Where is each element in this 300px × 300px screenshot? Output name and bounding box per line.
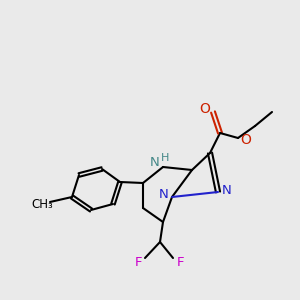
Text: N: N xyxy=(222,184,232,196)
Text: O: O xyxy=(200,102,210,116)
Text: O: O xyxy=(241,133,251,147)
Text: N: N xyxy=(159,188,169,202)
Text: N: N xyxy=(150,157,160,169)
Text: F: F xyxy=(134,256,142,268)
Text: F: F xyxy=(176,256,184,268)
Text: H: H xyxy=(161,153,169,163)
Text: CH₃: CH₃ xyxy=(31,197,53,211)
